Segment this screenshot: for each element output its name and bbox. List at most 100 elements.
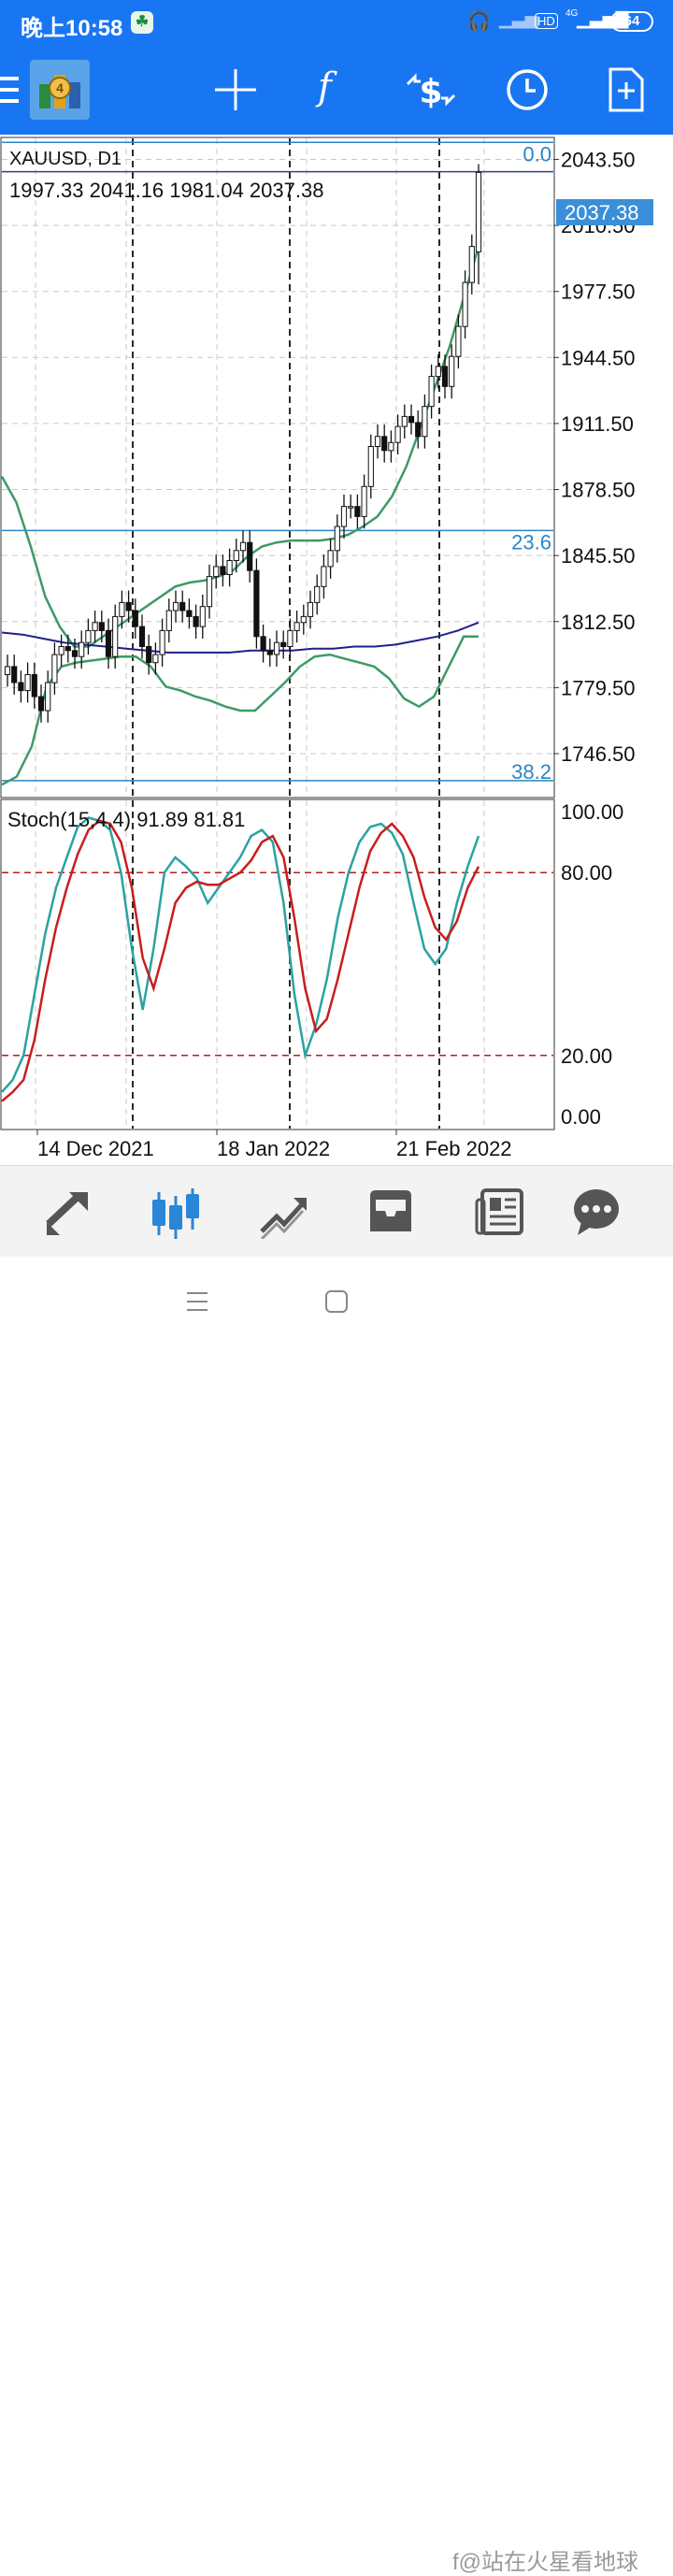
candle-body xyxy=(239,541,247,552)
price-tick-label: 1911.50 xyxy=(561,412,634,436)
candle-body xyxy=(314,585,321,603)
price-chart[interactable]: 0.023.638.2 2043.502010.501977.501944.50… xyxy=(0,135,673,1165)
stoch-tick-label: 80.00 xyxy=(561,861,612,885)
candle-body xyxy=(112,615,119,657)
candle-body xyxy=(79,641,85,657)
candle-body xyxy=(37,696,45,712)
trade-nav-icon[interactable] xyxy=(256,1187,312,1239)
watermark: f@站在火星看地球 xyxy=(452,2550,639,2575)
candle-body xyxy=(388,441,394,452)
home-icon[interactable] xyxy=(324,1289,349,1314)
candle-body xyxy=(206,576,213,608)
candle-body xyxy=(159,629,165,655)
main-panel-frame xyxy=(0,137,555,799)
time-axis: 14 Dec 2021 18 Jan 2022 21 Feb 2022 xyxy=(36,1130,512,1160)
candle-body xyxy=(455,325,462,357)
crosshair-icon[interactable] xyxy=(215,67,256,112)
candle-body xyxy=(361,485,367,517)
chart-area[interactable]: 0.0 23.6 38.2 2043.50 2010.50 1977.50 1944.50… xyxy=(0,135,673,1165)
candle-body xyxy=(367,446,374,487)
trade-icon[interactable]: $ xyxy=(404,67,458,112)
candle-body xyxy=(199,606,206,627)
stoch-signal-line xyxy=(1,819,480,1102)
fib-label: 0.0 xyxy=(523,142,551,165)
stoch-tick-label: 100.00 xyxy=(561,800,623,824)
price-tick-label: 1779.50 xyxy=(561,676,636,699)
stoch-tick-label: 20.00 xyxy=(561,1044,612,1068)
candle-body xyxy=(260,636,266,652)
candle-body xyxy=(193,615,199,627)
metatrader-logo[interactable]: 4 xyxy=(30,60,90,120)
candle-body xyxy=(449,355,455,387)
grid-lines xyxy=(2,138,553,1129)
date-label: 21 Feb 2022 xyxy=(396,1137,512,1160)
candle-body xyxy=(253,569,260,638)
last-price-tag xyxy=(556,199,653,225)
svg-text:4: 4 xyxy=(56,80,64,95)
candle-body xyxy=(266,650,273,655)
candle-body xyxy=(146,646,152,664)
price-tick-label: 1845.50 xyxy=(561,544,636,568)
history-icon[interactable] xyxy=(365,1187,421,1239)
candle-body xyxy=(428,376,435,408)
candle-body xyxy=(165,610,172,631)
stoch-tick-label: 0.00 xyxy=(561,1105,601,1129)
last-price-label: 2037.38 xyxy=(565,201,639,224)
quotes-icon[interactable] xyxy=(41,1187,97,1239)
bollinger-lower-line xyxy=(1,635,479,786)
charts-icon[interactable] xyxy=(148,1187,204,1239)
period-clock-icon[interactable] xyxy=(505,67,550,112)
candle-body xyxy=(132,610,138,627)
price-tick-label: 1812.50 xyxy=(561,611,636,634)
candle-body xyxy=(179,601,186,612)
candle-body xyxy=(45,682,51,712)
candle-body xyxy=(401,415,408,427)
stoch-label: Stoch(15,4,4) 91.89 81.81 xyxy=(7,808,245,831)
candle-body xyxy=(31,674,37,698)
candle-body xyxy=(327,550,334,568)
status-bar: 晚上10:58 ☘ 🎧 ▁▃▅ HD 4G ▁▃▅▇ 64 xyxy=(0,0,673,47)
candle-body xyxy=(51,654,58,684)
ohlc-label: 1997.33 2041.16 1981.04 2037.38 xyxy=(9,179,323,202)
price-tick-label: 1878.50 xyxy=(561,479,636,502)
candle-body xyxy=(247,541,253,571)
menu-recents-icon[interactable] xyxy=(185,1290,209,1313)
system-navigation: f@站在火星看地球 xyxy=(0,1257,673,2575)
network-type: 4G xyxy=(566,8,579,19)
price-tick-label: 2043.50 xyxy=(561,148,636,171)
candle-body xyxy=(92,622,98,631)
price-tick-label: 1944.50 xyxy=(561,346,636,369)
menu-icon[interactable] xyxy=(0,75,21,107)
candle-body xyxy=(381,436,388,452)
add-chart-icon[interactable] xyxy=(608,67,645,112)
candle-body xyxy=(64,646,71,652)
candle-body xyxy=(348,506,354,509)
price-axis: 2043.502010.501977.501944.501911.501878.… xyxy=(553,148,636,1129)
messages-icon[interactable] xyxy=(572,1187,628,1239)
candle-body xyxy=(71,650,79,657)
candle-body xyxy=(334,525,340,552)
symbol-label: XAUUSD, D1 xyxy=(9,149,122,169)
svg-text:$: $ xyxy=(419,73,442,111)
candle-body xyxy=(4,666,11,676)
candle-body xyxy=(408,415,415,424)
bottom-navigation xyxy=(0,1165,673,1258)
date-label: 18 Jan 2022 xyxy=(217,1137,330,1160)
candlesticks xyxy=(4,164,482,723)
candle-body xyxy=(287,629,294,648)
candle-body xyxy=(172,601,179,612)
candle-body xyxy=(119,601,125,617)
indicators-icon[interactable]: f xyxy=(318,65,332,108)
candle-body xyxy=(354,506,361,517)
candle-body xyxy=(321,566,327,587)
candle-body xyxy=(24,674,31,692)
status-time: 晚上10:58 xyxy=(21,16,123,41)
hd-badge: HD xyxy=(535,13,558,29)
candle-body xyxy=(394,425,401,443)
chart-toolbar: 4 f $ xyxy=(0,47,673,135)
bollinger-upper-line xyxy=(0,246,480,648)
candle-body xyxy=(138,626,146,647)
news-icon[interactable] xyxy=(473,1187,529,1239)
candle-body xyxy=(11,666,18,684)
period-separators xyxy=(132,138,440,1129)
